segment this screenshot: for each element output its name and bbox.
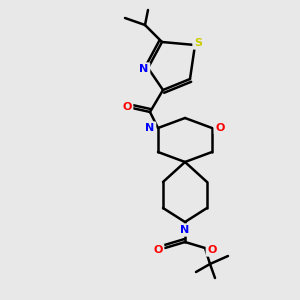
Text: O: O [122,102,132,112]
Text: N: N [140,64,148,74]
Text: S: S [194,38,202,48]
Text: O: O [153,245,163,255]
Text: N: N [180,225,190,235]
Text: N: N [146,123,154,133]
Text: O: O [215,123,225,133]
Text: O: O [207,245,217,255]
